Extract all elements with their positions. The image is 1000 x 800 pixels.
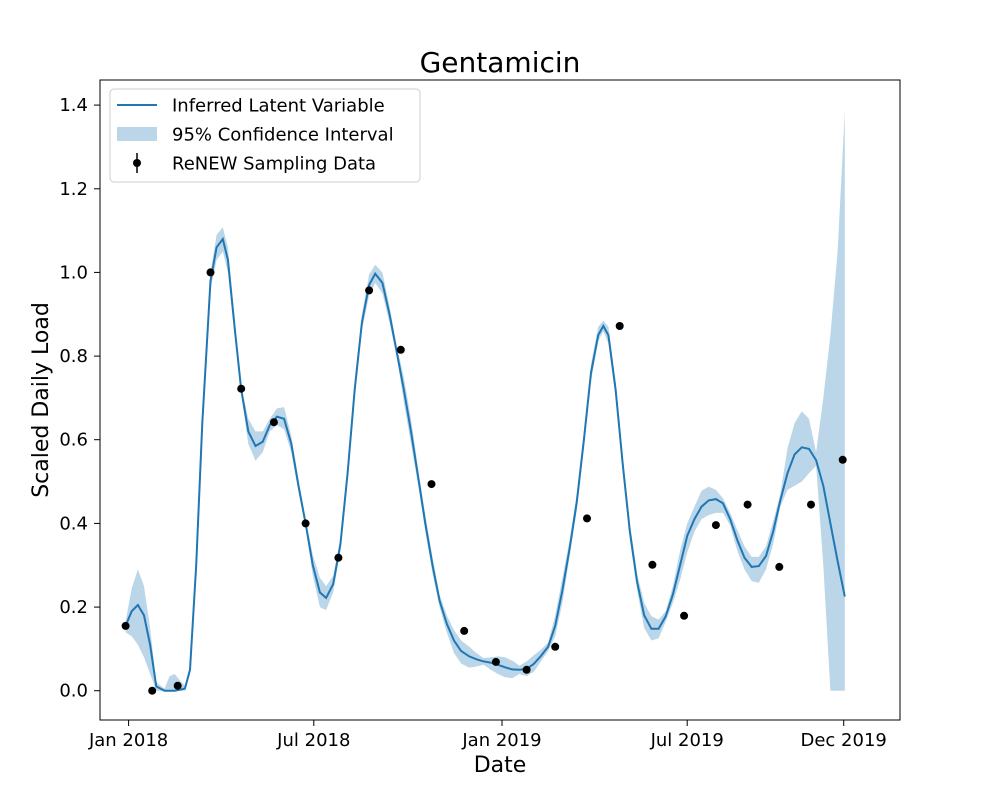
x-tick-label: Dec 2019 (801, 730, 887, 751)
sampling-data-point (269, 418, 278, 427)
sampling-data-point (237, 384, 246, 393)
sampling-data-point (743, 500, 752, 509)
sampling-data-point (615, 322, 624, 330)
sampling-data-point (460, 626, 469, 635)
legend-label-ci: 95% Confidence Interval (172, 125, 394, 146)
y-tick-label: 1.0 (59, 262, 88, 283)
sampling-data-point (148, 686, 157, 695)
sampling-data-points (121, 268, 847, 695)
sampling-data-point (522, 665, 531, 674)
sampling-data-point (680, 611, 689, 620)
sampling-data-point (173, 681, 182, 690)
legend-label-sampling: ReNEW Sampling Data (172, 154, 376, 175)
legend-label-latent: Inferred Latent Variable (172, 96, 385, 117)
y-tick-label: 1.2 (59, 179, 88, 200)
sampling-data-point (301, 519, 310, 528)
legend-box (109, 88, 421, 183)
y-tick-label: 0.2 (59, 597, 88, 618)
sampling-data-point (365, 286, 374, 295)
x-tick-label: Jan 2018 (88, 730, 168, 751)
y-axis-label: Scaled Daily Load (29, 302, 54, 498)
x-tick-label: Jan 2019 (461, 730, 541, 751)
legend: Inferred Latent Variable 95% Confidence … (109, 88, 421, 183)
sampling-data-point (551, 642, 560, 651)
sampling-data-point (838, 455, 847, 464)
legend-point-swatch (133, 159, 141, 167)
plot-frame (99, 79, 901, 721)
sampling-data-point (807, 500, 815, 509)
x-axis: Jan 2018 Jul 2018 Jan 2019 Jul 2019 Dec 2019 (88, 720, 887, 751)
y-tick-label: 0.6 (59, 430, 88, 451)
y-tick-label: 0.4 (59, 513, 88, 534)
sampling-data-point (427, 480, 436, 489)
y-tick-label: 1.4 (59, 95, 88, 116)
sampling-data-point (648, 560, 657, 569)
legend-band-swatch (117, 127, 157, 141)
y-tick-label: 0.0 (59, 681, 88, 702)
y-axis: 0.0 0.2 0.4 0.6 0.8 1.0 1.2 1.4 (59, 95, 100, 702)
sampling-data-point (711, 521, 720, 530)
plot-area (121, 111, 847, 695)
chart-title: Gentamicin (420, 46, 581, 79)
sampling-data-point (206, 268, 215, 277)
sampling-data-point (775, 562, 784, 571)
y-tick-label: 0.8 (59, 346, 88, 367)
x-tick-label: Jul 2018 (276, 730, 350, 751)
x-axis-label: Date (474, 753, 527, 778)
sampling-data-point (491, 657, 500, 666)
sampling-data-point (396, 345, 405, 354)
sampling-data-point (121, 621, 130, 630)
x-tick-label: Jul 2019 (650, 730, 724, 751)
sampling-data-point (334, 553, 343, 562)
sampling-data-point (583, 514, 591, 523)
